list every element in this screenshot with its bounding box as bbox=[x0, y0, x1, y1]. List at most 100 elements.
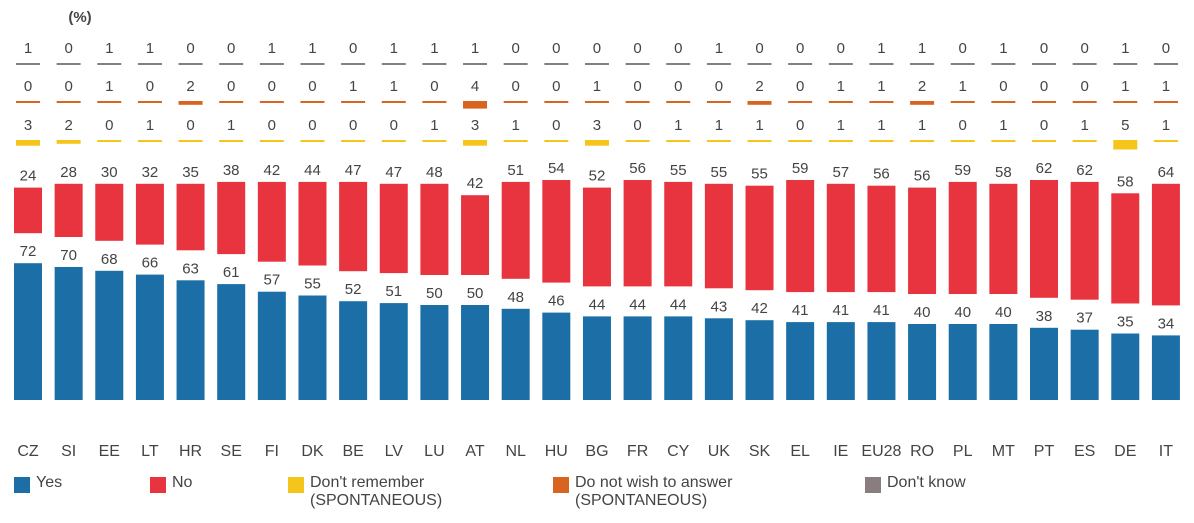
bar-small bbox=[341, 101, 366, 103]
data-label: 35 bbox=[1117, 313, 1134, 330]
bar-yes bbox=[176, 280, 205, 400]
data-label: 0 bbox=[1080, 40, 1088, 57]
data-label: 1 bbox=[837, 117, 845, 134]
bar-no bbox=[54, 183, 83, 237]
data-label: 1 bbox=[715, 40, 723, 57]
bar-yes bbox=[989, 324, 1018, 400]
x-tick-label: BG bbox=[585, 443, 608, 460]
x-tick-label: LV bbox=[385, 443, 404, 460]
bar-small bbox=[666, 140, 691, 142]
data-label: 70 bbox=[60, 247, 77, 264]
bar-small bbox=[666, 101, 691, 103]
data-label: 1 bbox=[24, 40, 32, 57]
bar-small bbox=[544, 63, 569, 65]
bar-small bbox=[97, 140, 122, 142]
bar-small bbox=[584, 101, 609, 103]
data-label: 0 bbox=[512, 40, 520, 57]
data-label: 0 bbox=[1162, 40, 1170, 57]
data-label: 3 bbox=[24, 117, 32, 134]
x-tick-label: DE bbox=[1114, 443, 1136, 460]
bar-small bbox=[706, 140, 731, 142]
data-label: 55 bbox=[711, 164, 728, 181]
legend-label: Do not wish to answer (SPONTANEOUS) bbox=[575, 474, 733, 509]
bar-yes bbox=[745, 320, 774, 400]
bar-small bbox=[950, 63, 975, 65]
data-label: 0 bbox=[186, 117, 194, 134]
x-tick-label: EU28 bbox=[861, 443, 901, 460]
data-label: 0 bbox=[755, 40, 763, 57]
data-label: 62 bbox=[1076, 162, 1093, 179]
x-tick-label: LT bbox=[141, 443, 159, 460]
bar-small bbox=[341, 63, 366, 65]
bar-small bbox=[259, 140, 284, 142]
data-label: 0 bbox=[552, 40, 560, 57]
bar-small bbox=[219, 101, 244, 103]
data-label: 1 bbox=[593, 78, 601, 95]
x-tick-label: UK bbox=[708, 443, 731, 460]
bar-small bbox=[706, 63, 731, 65]
legend-swatch bbox=[865, 477, 881, 493]
x-tick-label: ES bbox=[1074, 443, 1095, 460]
bar-small bbox=[991, 140, 1016, 142]
bar-small bbox=[828, 101, 853, 103]
legend-label: No bbox=[172, 474, 193, 491]
data-label: 0 bbox=[633, 78, 641, 95]
bar-yes bbox=[1030, 327, 1058, 400]
bar-small bbox=[1113, 63, 1138, 65]
bar-yes bbox=[582, 316, 611, 400]
data-label: 42 bbox=[263, 162, 280, 179]
bar-small bbox=[747, 101, 772, 105]
data-label: 1 bbox=[1162, 78, 1170, 95]
data-label: 47 bbox=[385, 164, 402, 181]
data-label: 1 bbox=[755, 117, 763, 134]
data-label: 0 bbox=[1040, 40, 1048, 57]
data-label: 1 bbox=[1162, 117, 1170, 134]
data-label: 0 bbox=[796, 117, 804, 134]
bar-small bbox=[137, 101, 162, 103]
data-label: 0 bbox=[999, 78, 1007, 95]
data-label: 28 bbox=[60, 164, 77, 181]
x-tick-label: CY bbox=[667, 443, 690, 460]
bar-yes bbox=[217, 284, 246, 400]
data-label: 1 bbox=[1121, 40, 1129, 57]
data-label: 1 bbox=[390, 78, 398, 95]
bar-small bbox=[1072, 140, 1097, 142]
data-label: 0 bbox=[796, 78, 804, 95]
bar-small bbox=[300, 63, 325, 65]
data-label: 40 bbox=[954, 304, 971, 321]
x-tick-label: FR bbox=[627, 443, 648, 460]
bar-small bbox=[137, 140, 162, 142]
bar-small bbox=[625, 101, 650, 103]
bar-yes bbox=[339, 301, 368, 400]
data-label: 0 bbox=[633, 117, 641, 134]
data-label: 0 bbox=[64, 78, 72, 95]
bar-no bbox=[135, 183, 164, 245]
bar-yes bbox=[664, 316, 693, 400]
chart: (%) CZ7224301SI7028200EE6830011LT6632101… bbox=[14, 9, 1180, 460]
data-label: 1 bbox=[674, 117, 682, 134]
data-label: 0 bbox=[959, 117, 967, 134]
bar-small bbox=[503, 140, 528, 142]
data-label: 1 bbox=[146, 40, 154, 57]
bar-small bbox=[259, 101, 284, 103]
bar-small bbox=[544, 101, 569, 103]
bar-small bbox=[137, 63, 162, 65]
data-label: 43 bbox=[711, 298, 728, 315]
data-label: 0 bbox=[227, 78, 235, 95]
data-label: 41 bbox=[792, 302, 809, 319]
bar-small bbox=[1153, 140, 1178, 142]
data-label: 1 bbox=[105, 78, 113, 95]
data-label: 1 bbox=[430, 117, 438, 134]
bar-no bbox=[14, 187, 42, 234]
legend-swatch bbox=[14, 477, 30, 493]
bar-small bbox=[625, 140, 650, 142]
bar-no bbox=[704, 183, 733, 289]
bar-yes bbox=[704, 318, 733, 400]
data-label: 0 bbox=[715, 78, 723, 95]
data-label: 52 bbox=[345, 281, 362, 298]
bar-yes bbox=[1111, 333, 1140, 400]
data-label: 0 bbox=[674, 78, 682, 95]
bar-small bbox=[1153, 63, 1178, 65]
data-label: 0 bbox=[64, 40, 72, 57]
